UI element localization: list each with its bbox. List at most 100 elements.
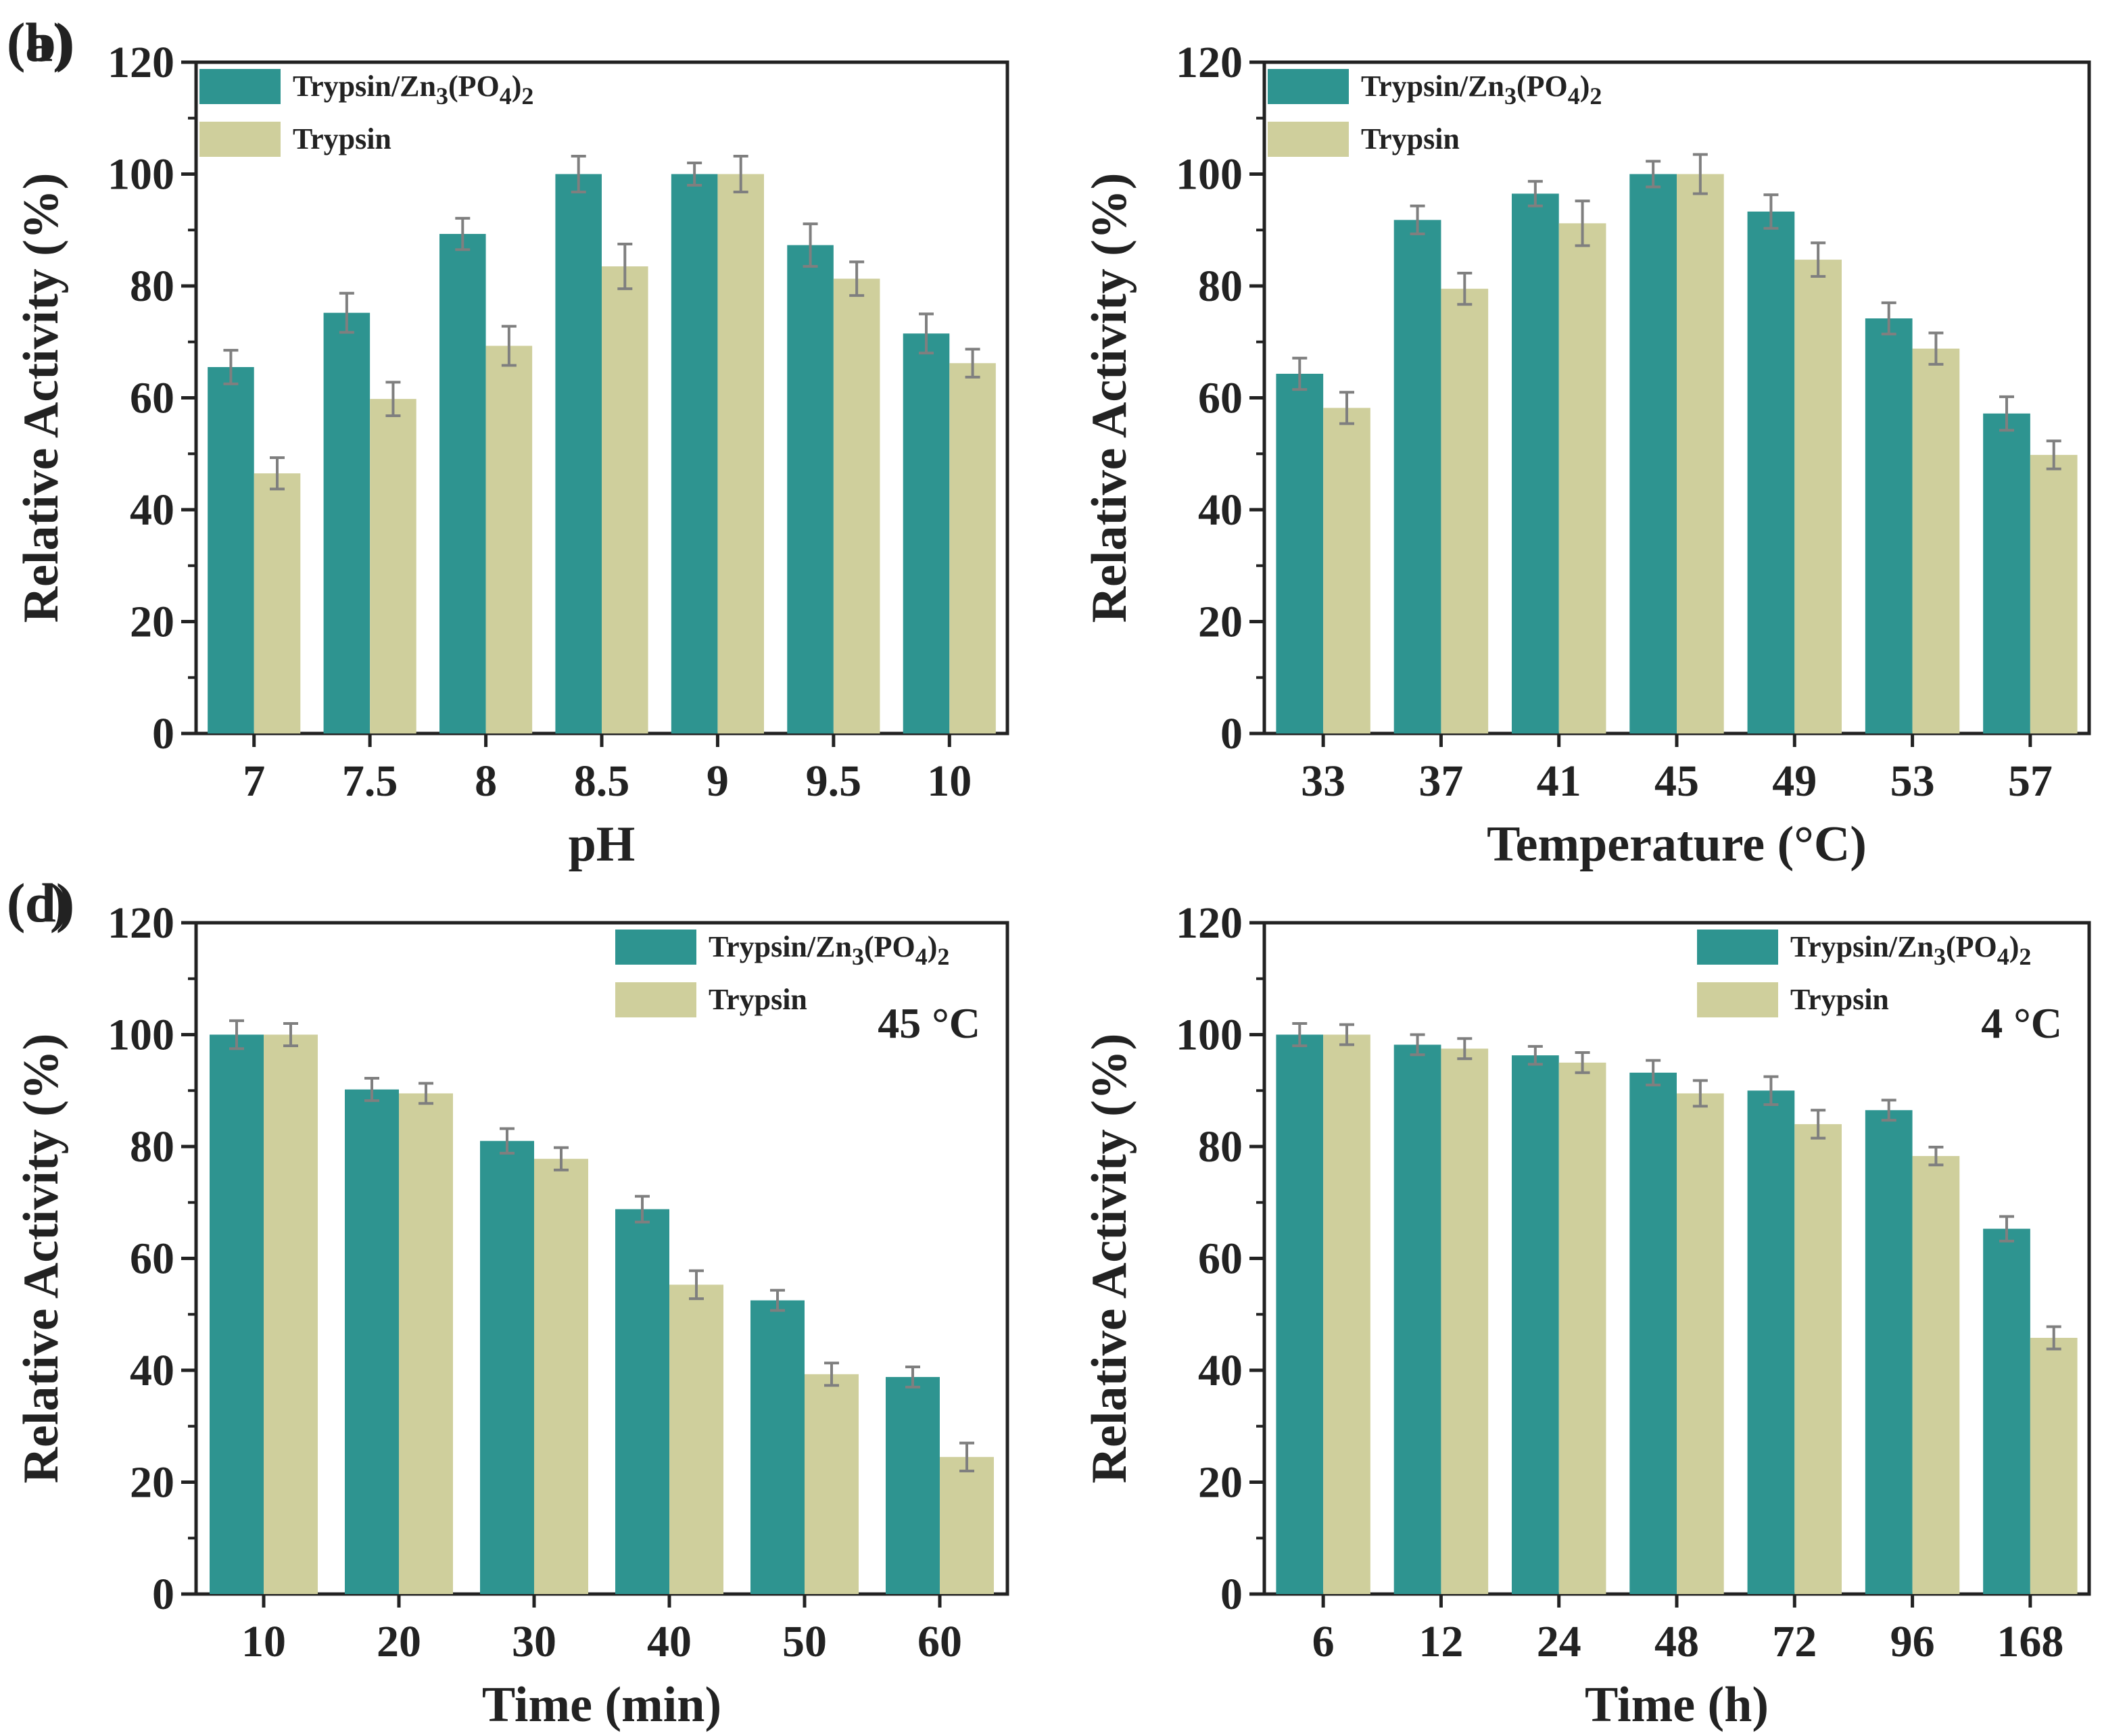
bar-trypsin-zn3po42 — [1865, 318, 1913, 733]
x-tick-label: 7 — [243, 756, 265, 806]
bar-trypsin-zn3po42 — [1865, 1110, 1913, 1594]
x-tick-label: 20 — [377, 1617, 421, 1666]
x-tick-label: 50 — [782, 1617, 827, 1666]
x-tick-label: 10 — [241, 1617, 286, 1666]
x-tick-label: 33 — [1301, 756, 1345, 806]
y-tick-label: 120 — [1176, 38, 1243, 87]
bar-trypsin — [602, 266, 648, 734]
temperature-annotation: 4 °C — [1981, 999, 2062, 1047]
y-tick-label: 80 — [130, 1122, 174, 1172]
x-tick-label: 45 — [1654, 756, 1699, 806]
y-tick-label: 100 — [108, 150, 174, 199]
y-tick-label: 100 — [1176, 150, 1243, 199]
bar-trypsin — [254, 473, 301, 733]
legend-swatch — [1697, 982, 1778, 1017]
bar-trypsin — [1441, 289, 1489, 733]
bar-trypsin-zn3po42 — [1276, 373, 1324, 733]
y-tick-label: 60 — [1198, 1234, 1243, 1284]
bar-trypsin — [1912, 1156, 1960, 1594]
x-tick-label: 9.5 — [806, 756, 862, 806]
legend-swatch — [1268, 122, 1349, 157]
x-tick-label: 12 — [1418, 1617, 1463, 1666]
x-tick-label: 37 — [1418, 756, 1463, 806]
bar-trypsin-zn3po42 — [1983, 1228, 2030, 1594]
panel-label: (b) — [7, 11, 74, 73]
bar-trypsin-zn3po42 — [210, 1034, 264, 1594]
y-tick-label: 0 — [1220, 709, 1243, 758]
x-tick-label: 40 — [647, 1617, 692, 1666]
bar-trypsin-zn3po42 — [1747, 1090, 1795, 1594]
bar-trypsin — [669, 1284, 723, 1594]
x-tick-label: 49 — [1772, 756, 1817, 806]
bar-trypsin — [264, 1034, 318, 1594]
bar-trypsin-zn3po42 — [1393, 220, 1441, 734]
x-tick-label: 24 — [1537, 1617, 1581, 1666]
legend-label: Trypsin — [1790, 983, 1889, 1016]
bar-trypsin — [1323, 1034, 1370, 1594]
legend-label: Trypsin — [293, 122, 391, 155]
legend-swatch — [1268, 69, 1349, 104]
bar-trypsin — [1323, 408, 1370, 733]
bar-trypsin-zn3po42 — [323, 312, 371, 734]
legend-label: Trypsin/Zn3(PO4)2 — [1361, 70, 1602, 110]
bar-trypsin-zn3po42 — [1512, 193, 1559, 733]
bar-trypsin — [805, 1374, 859, 1594]
bar-trypsin — [1912, 348, 1960, 733]
x-tick-label: 72 — [1772, 1617, 1817, 1666]
temperature-annotation: 45 °C — [878, 999, 980, 1047]
y-tick-label: 120 — [108, 898, 174, 948]
y-tick-label: 20 — [1198, 1458, 1243, 1508]
y-tick-label: 120 — [1176, 898, 1243, 948]
bar-trypsin-zn3po42 — [787, 245, 834, 733]
x-tick-label: 60 — [917, 1617, 962, 1666]
bar-trypsin — [370, 399, 416, 733]
x-tick-label: 57 — [2008, 756, 2053, 806]
x-tick-label: 8 — [475, 756, 497, 806]
legend-label: Trypsin/Zn3(PO4)2 — [709, 930, 949, 970]
bar-trypsin-zn3po42 — [1983, 413, 2030, 733]
bar-trypsin — [1441, 1048, 1489, 1594]
bar-trypsin-zn3po42 — [439, 234, 486, 734]
x-tick-label: 168 — [1997, 1617, 2063, 1666]
bar-trypsin-zn3po42 — [1629, 1072, 1677, 1594]
panel-label: (c) — [7, 872, 68, 934]
y-tick-label: 80 — [1198, 262, 1243, 311]
x-tick-label: 8.5 — [574, 756, 630, 806]
bar-trypsin-zn3po42 — [345, 1089, 399, 1594]
legend-swatch — [615, 982, 696, 1017]
legend-swatch — [1697, 930, 1778, 965]
bar-trypsin-zn3po42 — [1512, 1055, 1559, 1594]
bar-trypsin — [949, 363, 996, 733]
x-tick-label: 7.5 — [342, 756, 398, 806]
bar-trypsin-zn3po42 — [480, 1140, 534, 1594]
y-tick-label: 60 — [1198, 374, 1243, 423]
y-tick-label: 20 — [1198, 598, 1243, 647]
legend-label: Trypsin/Zn3(PO4)2 — [293, 70, 533, 110]
y-tick-label: 20 — [130, 598, 174, 647]
bar-trypsin-zn3po42 — [1276, 1034, 1324, 1594]
bar-trypsin — [1677, 1093, 1724, 1594]
bar-trypsin — [717, 174, 764, 733]
y-tick-label: 40 — [1198, 1346, 1243, 1395]
legend-label: Trypsin/Zn3(PO4)2 — [1790, 930, 2031, 970]
y-tick-label: 80 — [1198, 1122, 1243, 1172]
bar-trypsin — [940, 1457, 994, 1594]
x-axis-title: Temperature (°C) — [1487, 817, 1867, 872]
panel-a: 0 20 40 60 80 100 120 Relative Activity (%) 7 7.5… — [7, 11, 1009, 872]
y-tick-label: 100 — [108, 1011, 174, 1060]
bar-trypsin — [399, 1093, 453, 1594]
x-axis-title: pH — [569, 817, 636, 872]
legend-label: Trypsin — [709, 983, 807, 1016]
legend-label: Trypsin — [1361, 122, 1460, 155]
panel-label: (d) — [7, 872, 74, 934]
bar-trypsin-zn3po42 — [1747, 211, 1795, 733]
bar-trypsin-zn3po42 — [750, 1300, 805, 1594]
y-axis-title: Relative Activity (%) — [14, 173, 69, 623]
y-axis-title: Relative Activity (%) — [1082, 173, 1137, 623]
bar-trypsin — [1677, 174, 1724, 733]
x-tick-label: 9 — [707, 756, 729, 806]
bar-trypsin — [1558, 223, 1606, 733]
